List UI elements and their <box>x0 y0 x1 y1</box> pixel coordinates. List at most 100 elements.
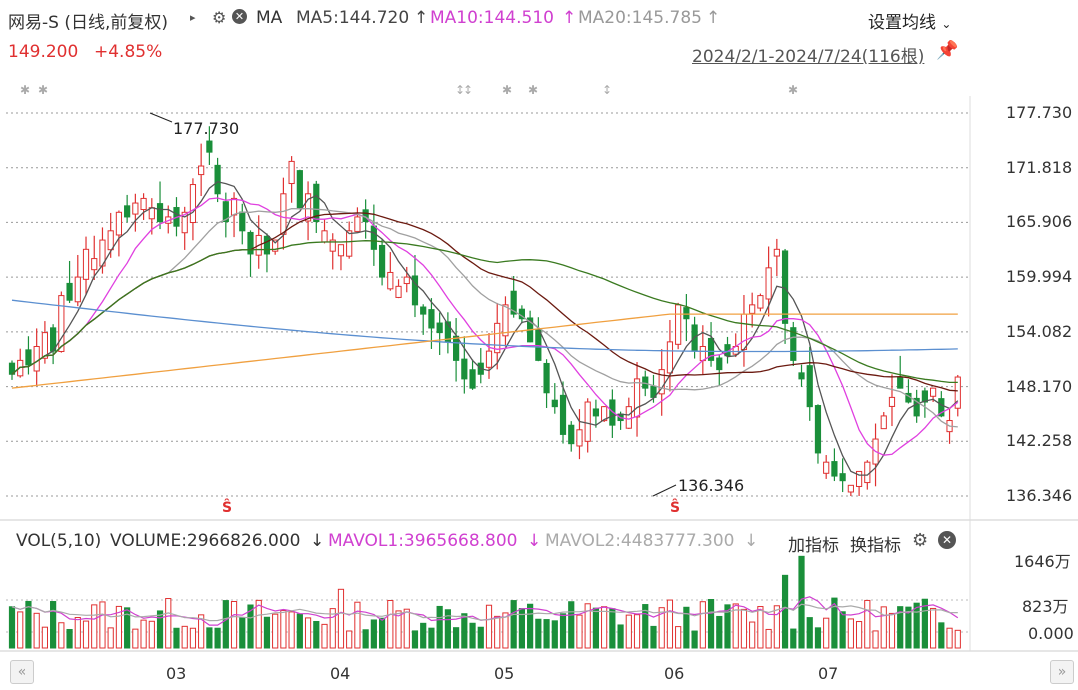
volume-bar <box>461 613 468 649</box>
volume-bar <box>921 598 928 649</box>
candle-body <box>921 390 928 403</box>
candle-body <box>346 230 353 257</box>
event-marker-icon[interactable]: Ŝ <box>222 500 233 516</box>
volume-bar <box>66 628 73 649</box>
volume-bar <box>568 601 575 649</box>
mavol2-arrow-icon: ↓ <box>744 531 759 551</box>
candle-body <box>337 244 345 257</box>
candle-body <box>436 322 443 334</box>
ma20-line <box>11 207 958 428</box>
candle-body <box>806 365 813 408</box>
price-tick: 177.730 <box>1006 103 1073 122</box>
price-tick: 136.346 <box>1006 486 1073 505</box>
volume-bar <box>675 626 682 649</box>
pin-icon[interactable]: 📌 <box>936 40 959 61</box>
add-indicator-button[interactable]: 加指标 <box>788 536 839 556</box>
switch-indicator-button[interactable]: 换指标 <box>850 536 901 556</box>
volume-bar <box>378 617 386 649</box>
ma-label: MA <box>256 8 283 28</box>
candle-body <box>296 170 303 209</box>
volume-bar <box>724 604 731 649</box>
candle-body <box>198 165 205 176</box>
scroll-left-button[interactable]: « <box>10 660 34 684</box>
volume-bar <box>140 619 147 649</box>
volume-bar <box>25 600 32 649</box>
candle-body <box>675 304 682 345</box>
candle-body <box>740 313 748 351</box>
candle-body <box>420 306 427 315</box>
candle-body <box>749 304 756 314</box>
gear-icon[interactable]: ⚙ <box>212 8 227 27</box>
volume-bar <box>954 629 961 649</box>
candle-body <box>132 202 139 215</box>
volume-bar <box>58 622 65 649</box>
candle-body <box>485 350 493 368</box>
scroll-right-button[interactable]: » <box>1050 660 1074 684</box>
candle-body <box>206 140 213 153</box>
candle-body <box>625 406 632 429</box>
candle-body <box>263 235 271 255</box>
stock-title: 网易-S (日线,前复权) <box>8 13 168 33</box>
volume-bar <box>346 630 353 649</box>
date-range[interactable]: 2024/2/1-2024/7/24(116根) <box>692 47 925 67</box>
volume-bar <box>91 604 98 649</box>
volume-bar <box>584 603 591 649</box>
volume-bar <box>559 613 567 649</box>
candle-body <box>831 461 838 477</box>
candle-body <box>535 328 542 361</box>
candle-body <box>272 239 279 252</box>
volume-bar <box>411 630 419 649</box>
candle-body <box>66 282 73 301</box>
ma10-line <box>11 197 959 456</box>
volume-bar <box>33 612 40 649</box>
volume-bar <box>535 618 542 649</box>
low-pointer <box>652 484 677 497</box>
volume-bar <box>444 609 451 649</box>
ma-settings-button[interactable]: 设置均线 ⌄ <box>868 13 952 33</box>
volume-bar <box>329 608 336 649</box>
volume-arrow-icon: ↓ <box>310 531 325 551</box>
close-icon[interactable]: ✕ <box>938 531 956 549</box>
expand-arrow-icon[interactable]: ▸ <box>190 11 196 24</box>
x-label: 06 <box>664 664 685 683</box>
volume-bar <box>551 620 558 649</box>
volume-bar <box>699 601 706 649</box>
volume-bar <box>757 606 764 649</box>
volume-bar <box>765 628 772 649</box>
candle-body <box>938 398 945 417</box>
event-marker-icon: ✱ <box>528 83 538 97</box>
volume-bar <box>189 627 197 649</box>
gear-icon[interactable]: ⚙ <box>912 530 929 551</box>
candle-body <box>25 349 32 366</box>
volume-bar <box>239 617 246 649</box>
ma30-line <box>11 212 958 392</box>
volume-bar <box>683 606 690 649</box>
candle-body <box>378 244 386 278</box>
volume-bar <box>732 603 739 649</box>
candle-body <box>839 473 846 482</box>
candle-body <box>247 231 254 255</box>
volume-bar <box>946 627 953 649</box>
volume-value: VOLUME:2966826.000 <box>110 531 301 551</box>
high-pointer <box>149 112 173 123</box>
volume-bar <box>214 627 221 649</box>
volume-bar <box>156 610 164 649</box>
candle-body <box>568 424 575 445</box>
price-tick: 165.906 <box>1006 212 1073 232</box>
volume-bar <box>814 627 822 649</box>
event-marker-icon[interactable]: Ŝ <box>670 500 681 516</box>
candle-body <box>683 307 690 320</box>
candle-body <box>91 258 98 271</box>
volume-bar <box>230 600 238 649</box>
volume-bar <box>880 606 887 649</box>
volume-bar <box>198 614 205 649</box>
event-marker-icon: ✱ <box>788 83 798 97</box>
price-change: +4.85% <box>94 42 163 62</box>
candle-body <box>502 304 509 337</box>
volume-bar <box>263 616 271 649</box>
close-icon[interactable]: ✕ <box>232 9 247 24</box>
ma20-value: MA20:145.785 <box>578 8 702 28</box>
candle-body <box>124 205 131 218</box>
volume-bar <box>395 610 402 649</box>
